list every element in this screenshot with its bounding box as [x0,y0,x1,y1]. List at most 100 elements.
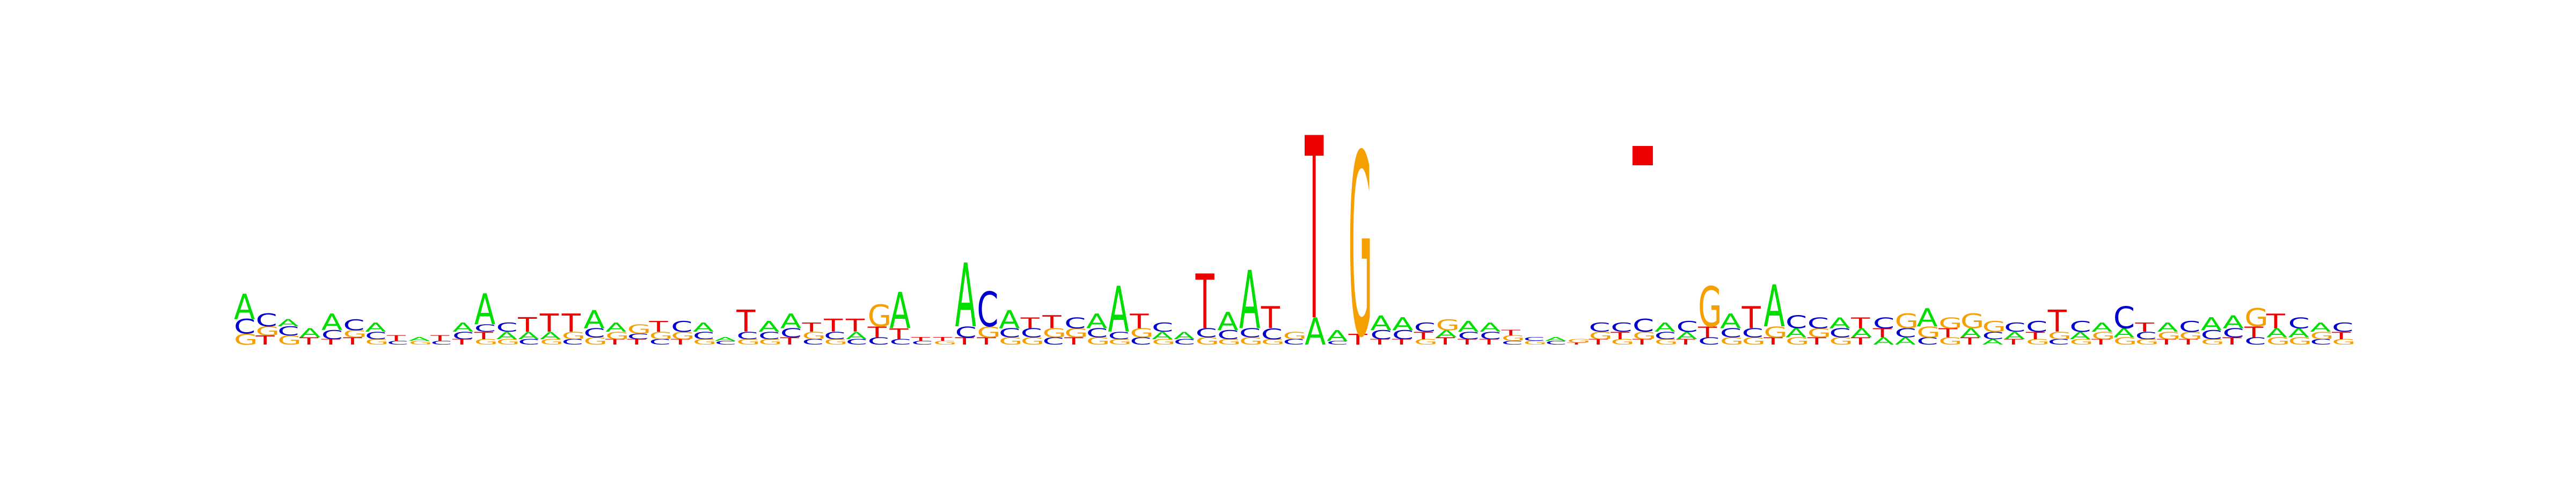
logo-letter-a: A [955,245,976,347]
logo-letter-c: C [387,340,408,346]
logo-letter-g: G [2288,335,2312,347]
logo-letter-c: C [1785,312,1807,333]
logo-letter-c: C [1283,338,1304,346]
logo-letter-g: G [2244,303,2268,332]
logo-letter-a: A [452,320,473,335]
logo-letter-g: G [2091,330,2116,342]
logo-column: CGT [1501,328,1525,346]
logo-letter-t: T [801,320,821,335]
logo-column: CTA [889,282,911,346]
logo-letter-c: C [1261,325,1283,343]
logo-column: TCA [1457,318,1480,346]
logo-letter-t: T [386,334,406,342]
logo-column: GCA [277,317,302,348]
logo-column: GCA [234,287,258,348]
logo-column: GCA [1239,254,1263,347]
logo-letter-g: G [1655,338,1679,346]
logo-column: GCA [365,320,389,346]
logo-letter-t: T [1392,338,1411,346]
logo-letter-g: G [1283,330,1307,342]
logo-column: GTC [2331,320,2356,346]
logo-column: CAT [517,313,539,346]
logo-letter-g: G [1720,335,1744,347]
logo-column: ATC [1872,314,1894,347]
logo-letter-a: A [540,330,561,342]
logo-letter-c: C [1239,326,1261,340]
logo-letter-c: C [365,330,386,342]
logo-letter-t: T [1610,330,1630,342]
logo-letter-a: A [518,330,539,342]
logo-letter-c: C [343,316,364,334]
logo-letter-g: G [1763,323,1788,341]
logo-column: GTC [2025,318,2050,346]
logo-column: TCA [320,309,343,347]
logo-letter-t: T [1632,338,1652,346]
logo-letter-a: A [1370,312,1391,335]
logo-letter-t: T [1850,314,1870,332]
logo-letter-a: A [409,336,430,342]
logo-letter-c: C [496,320,517,335]
logo-column: GCT [1195,259,1219,347]
logo-column: ACG [1895,310,1919,347]
logo-letter-a: A [2266,326,2287,340]
logo-letter-t: T [1261,301,1280,335]
logo-letter-c: C [999,326,1020,340]
logo-letter-t: T [1741,301,1761,335]
logo-letter-g: G [1239,335,1263,347]
logo-letter-a: A [2310,320,2331,335]
logo-letter-t: T [320,338,340,346]
logo-letter-g: G [1611,338,1635,346]
logo-letter-g: G [562,330,586,342]
logo-letter-c: C [1545,340,1567,346]
logo-letter-g: G [409,340,433,346]
logo-letter-c: C [1633,316,1654,336]
logo-letter-a: A [1239,254,1260,347]
logo-letter-t: T [2178,338,2198,346]
logo-column: GAC [2288,314,2312,347]
logo-letter-t: T [2266,310,2286,333]
logo-letter-a: A [758,318,779,335]
logo-letter-t: T [889,325,909,343]
logo-column: GCT [736,304,760,346]
logo-letter-g: G [2113,335,2138,347]
logo-letter-t: T [2331,330,2352,342]
logo-letter-t: T [1675,338,1695,346]
logo-letter-t: T [933,336,953,342]
logo-letter-c: C [1742,326,1763,340]
logo-letter-a: A [583,305,605,334]
logo-letter-c: C [736,330,758,342]
logo-column: CGT [648,318,673,346]
logo-column: CT [430,334,452,346]
logo-letter-a: A [1916,303,1938,332]
logo-column: TAG [1959,310,1984,347]
logo-letter-c: C [2113,301,2135,335]
logo-letter-a: A [1982,338,2004,346]
logo-letter-g: G [1021,335,1045,347]
logo-letter-c: C [802,338,824,346]
logo-column: TCA [1370,312,1392,346]
logo-column: GCT [1020,314,1045,347]
logo-letter-c: C [562,338,583,346]
logo-letter-c: C [234,316,255,339]
logo-column: GAC [1785,312,1810,347]
logo-column: TGA [2091,320,2116,346]
logo-column: ACG [1982,318,2007,346]
logo-column: TAT [1850,314,1872,347]
logo-letter-a: A [365,320,386,335]
logo-letter-g: G [868,299,892,334]
logo-letter-c: C [846,338,867,346]
logo-letter-c: C [1327,340,1348,346]
logo-letter-t: T [1959,335,1980,347]
logo-letter-a: A [605,320,626,335]
logo-letter-t: T [626,338,646,346]
logo-letter-a: A [846,330,867,342]
logo-column: TAC [1675,318,1698,346]
logo-letter-c: C [1676,318,1697,335]
logo-letter-t: T [2091,338,2111,346]
logo-letter-g: G [933,340,957,346]
logo-letter-c: C [1589,320,1611,335]
logo-column: TAG [1435,316,1460,347]
logo-letter-t: T [911,336,931,342]
logo-letter-g: G [999,335,1023,347]
